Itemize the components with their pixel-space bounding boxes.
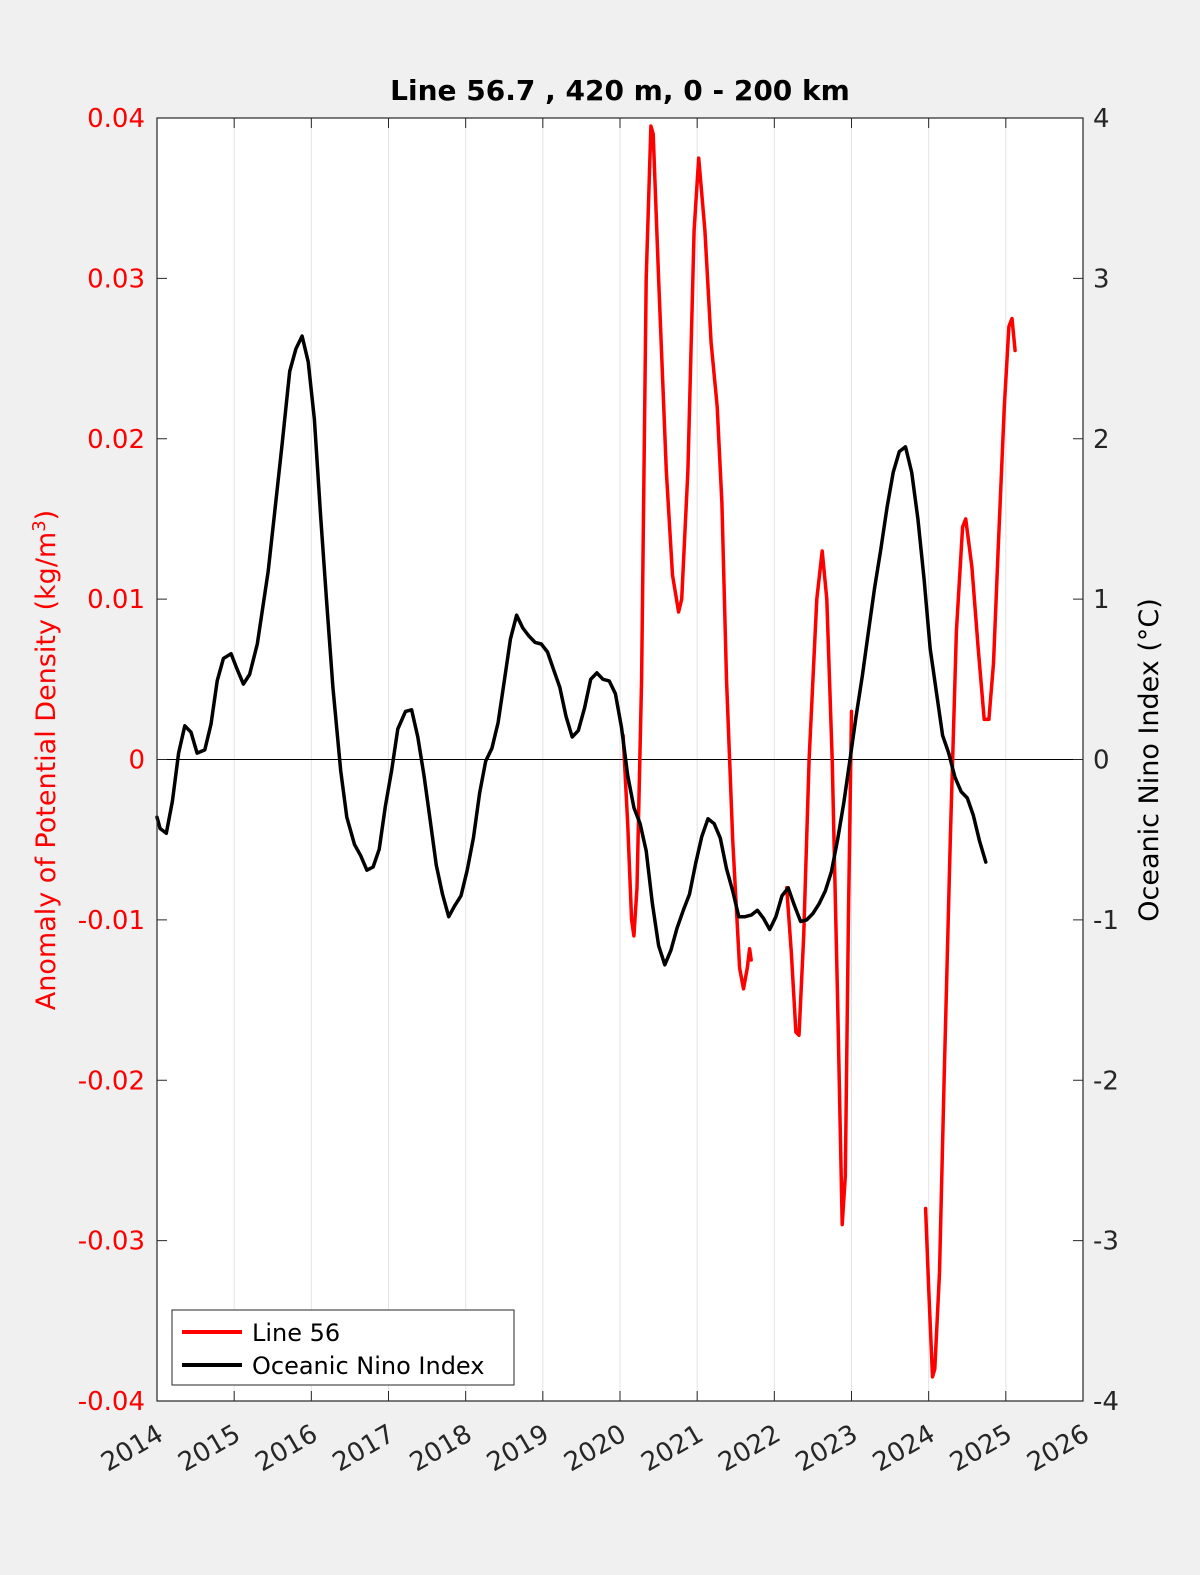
y-right-tick-label: 4 <box>1093 104 1110 134</box>
y-right-tick-label: 3 <box>1093 264 1110 294</box>
oni-series-line <box>155 334 988 967</box>
x-tick-label: 2023 <box>791 1419 863 1478</box>
x-tick-label: 2019 <box>482 1419 554 1478</box>
chart-title: Line 56.7 , 420 m, 0 - 200 km <box>390 74 850 107</box>
series-layer <box>155 124 1017 1379</box>
legend-line56-label: Line 56 <box>252 1319 340 1347</box>
x-tick-label: 2017 <box>328 1419 400 1478</box>
legend: Line 56 Oceanic Nino Index <box>171 1309 515 1386</box>
y-right-tick-label: 0 <box>1093 746 1110 776</box>
x-tick-label: 2018 <box>405 1419 477 1478</box>
y-axis-left-label: Anomaly of Potential Density (kg/m3) <box>29 510 62 1010</box>
x-tick-label: 2020 <box>559 1419 631 1478</box>
y-left-tick-label: 0.01 <box>87 585 145 615</box>
line56-series-line <box>923 316 1017 1379</box>
x-tick-label: 2014 <box>96 1419 168 1478</box>
y-right-tick-label: -1 <box>1093 906 1119 936</box>
y-right-tick-label: 1 <box>1093 585 1110 615</box>
y-axis-left-label-sup: 3 <box>29 520 50 531</box>
y-left-tick-label: -0.01 <box>78 906 145 936</box>
legend-box <box>171 1309 515 1386</box>
y-axis-left-label-text: Anomaly of Potential Density (kg/m <box>31 532 62 1010</box>
y-right-tick-label: -3 <box>1093 1227 1119 1257</box>
x-tick-label: 2015 <box>173 1419 245 1478</box>
x-tick-label: 2024 <box>868 1419 940 1478</box>
x-tick-label: 2016 <box>251 1419 323 1478</box>
y-axis-right-label: Oceanic Nino Index (°C) <box>1134 598 1165 922</box>
x-tick-label: 2021 <box>636 1419 708 1478</box>
legend-oni-label: Oceanic Nino Index <box>252 1352 484 1380</box>
y-right-tick-label: -2 <box>1093 1066 1119 1096</box>
x-tick-label: 2025 <box>945 1419 1017 1478</box>
x-tick-label: 2022 <box>714 1419 786 1478</box>
y-left-tick-label: 0 <box>128 746 145 776</box>
y-left-tick-label: 0.04 <box>87 104 145 134</box>
y-left-tick-label: 0.02 <box>87 425 145 455</box>
x-tick-label: 2026 <box>1022 1419 1094 1478</box>
y-left-tick-label: -0.03 <box>78 1227 145 1257</box>
y-left-tick-label: -0.04 <box>78 1387 145 1417</box>
y-axis-left-label-close: ) <box>31 510 62 521</box>
y-left-tick-label: 0.03 <box>87 264 145 294</box>
y-left-tick-label: -0.02 <box>78 1066 145 1096</box>
y-right-tick-label: -4 <box>1093 1387 1119 1417</box>
y-right-tick-label: 2 <box>1093 425 1110 455</box>
line56-series-line <box>784 549 854 1227</box>
